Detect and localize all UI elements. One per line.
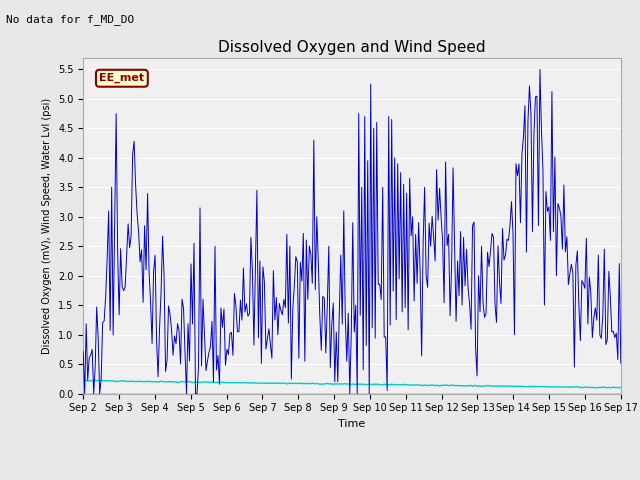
Text: No data for f_MD_DO: No data for f_MD_DO [6,14,134,25]
Text: EE_met: EE_met [99,73,145,84]
X-axis label: Time: Time [339,419,365,429]
Legend: DisOxy, ws, WaterLevel: DisOxy, ws, WaterLevel [232,477,472,480]
Y-axis label: Dissolved Oxygen (mV), Wind Speed, Water Lvl (psi): Dissolved Oxygen (mV), Wind Speed, Water… [42,97,52,354]
Title: Dissolved Oxygen and Wind Speed: Dissolved Oxygen and Wind Speed [218,40,486,55]
